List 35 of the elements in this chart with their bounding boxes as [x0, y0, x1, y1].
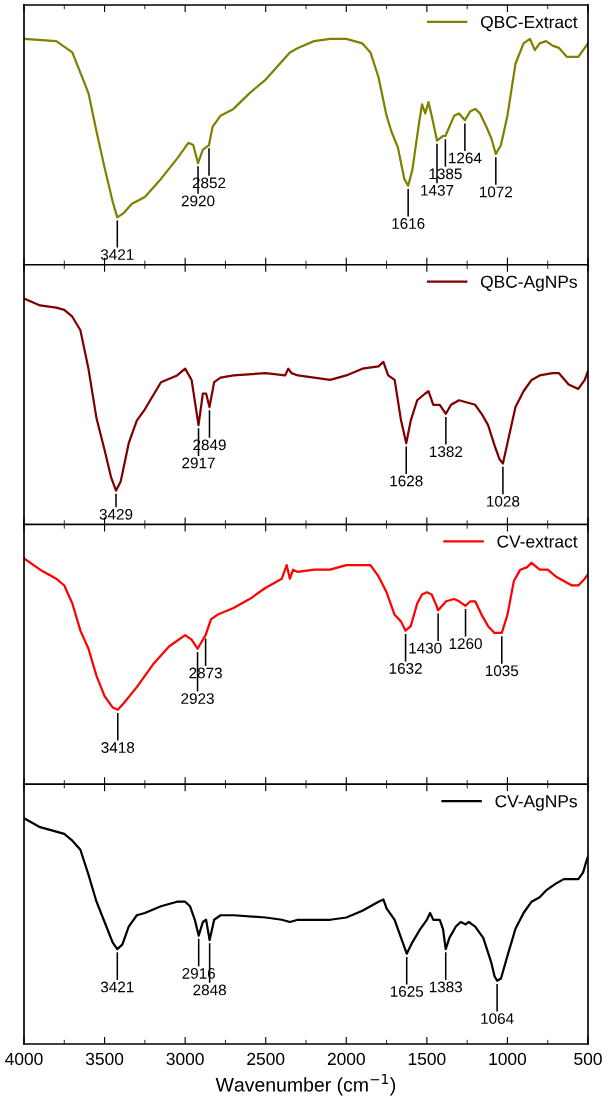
- annotation: 3418: [101, 742, 135, 753]
- annotation: 1616: [392, 218, 425, 229]
- annotation: 1632: [389, 663, 422, 674]
- annotation: 2917: [182, 457, 215, 469]
- x-tick-label: 1000: [489, 1052, 527, 1066]
- annotation: 1264: [449, 152, 482, 164]
- annotation: 1072: [480, 186, 513, 198]
- annotation: 1625: [390, 986, 424, 997]
- annotation: 1383: [429, 981, 463, 993]
- x-tick-label: 3000: [166, 1052, 204, 1066]
- annotation: 1437: [421, 184, 454, 196]
- x-tick-label: 2500: [247, 1052, 285, 1066]
- x-tick-label: 2000: [327, 1052, 365, 1066]
- annotation: 3421: [100, 981, 134, 993]
- annotation: 1430: [409, 642, 442, 654]
- x-tick-label: 4000: [5, 1052, 43, 1066]
- legend-label: CV-AgNPs: [495, 795, 577, 811]
- annotation: 1382: [430, 446, 463, 458]
- x-tick-label: 1500: [408, 1052, 446, 1066]
- annotation: 1064: [481, 1013, 514, 1024]
- annotation: 1628: [390, 475, 423, 487]
- annotation: 2923: [181, 693, 214, 704]
- annotation: 3429: [99, 508, 133, 520]
- annotation: 1035: [485, 665, 519, 677]
- legend-label: QBC-Extract: [480, 15, 578, 32]
- annotation: 2848: [193, 984, 226, 996]
- x-tick-label: 500: [574, 1052, 602, 1066]
- x-axis-title: Wavenumber (cm$^{−1}$): [215, 1074, 396, 1096]
- legend-label: CV-extract: [497, 535, 578, 548]
- annotation: 1028: [487, 495, 520, 507]
- annotation: 2920: [181, 195, 215, 207]
- x-tick-label: 3500: [85, 1052, 124, 1066]
- legend-label: QBC-AgNPs: [480, 275, 577, 292]
- annotation: 1260: [449, 638, 482, 650]
- annotation: 3421: [100, 249, 134, 260]
